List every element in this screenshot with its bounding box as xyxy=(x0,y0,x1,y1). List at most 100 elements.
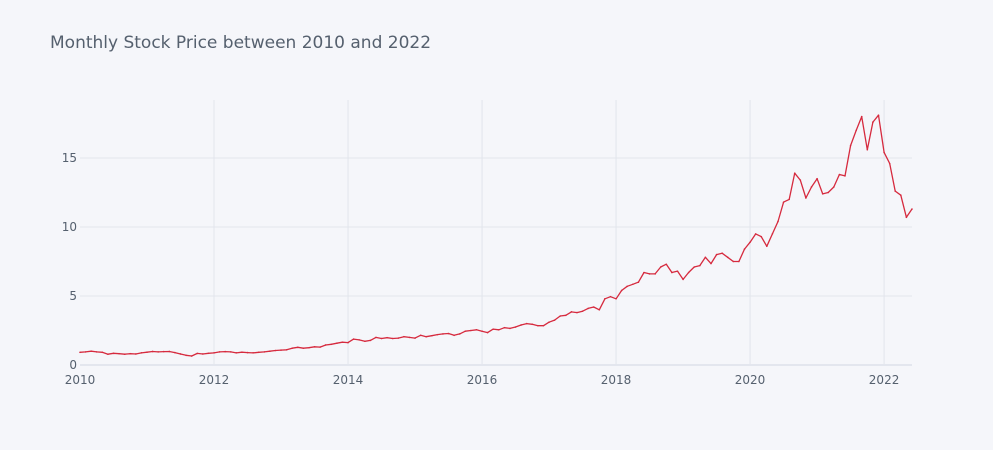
data-point xyxy=(760,235,763,238)
data-point xyxy=(492,328,495,330)
data-point xyxy=(749,241,751,243)
data-point xyxy=(101,351,104,354)
y-tick-label: 15 xyxy=(62,151,77,165)
data-point xyxy=(430,334,433,337)
data-point xyxy=(179,353,182,355)
data-point xyxy=(213,352,215,354)
data-point xyxy=(844,175,846,177)
data-point xyxy=(419,334,422,337)
data-point xyxy=(771,233,774,235)
data-point xyxy=(643,271,645,274)
data-point xyxy=(447,332,450,335)
data-point xyxy=(135,353,137,355)
data-point xyxy=(559,315,562,317)
data-point xyxy=(129,352,132,355)
data-point xyxy=(793,172,796,174)
data-point xyxy=(140,352,143,354)
data-point xyxy=(676,270,679,272)
data-point xyxy=(146,351,148,353)
data-point xyxy=(576,311,578,314)
data-point xyxy=(375,336,377,339)
data-point xyxy=(95,351,98,353)
data-point xyxy=(196,352,199,355)
data-point xyxy=(637,281,640,283)
axes: 2010 2012 2014 2016 2018 2020 2022 0 5 10 15 xyxy=(62,151,912,387)
data-point xyxy=(241,351,243,353)
data-point xyxy=(341,341,344,344)
data-point xyxy=(118,352,120,355)
data-point xyxy=(391,337,394,340)
data-point xyxy=(821,193,824,195)
data-point xyxy=(570,311,573,313)
data-point xyxy=(269,350,271,352)
x-tick-label: 2010 xyxy=(65,373,96,387)
data-point xyxy=(894,190,897,192)
data-point xyxy=(425,335,428,338)
data-point xyxy=(788,198,790,201)
data-point xyxy=(285,349,288,351)
data-point xyxy=(620,289,623,292)
data-point xyxy=(754,233,757,235)
data-point xyxy=(319,346,321,348)
data-point xyxy=(626,285,629,288)
data-point xyxy=(386,336,388,339)
data-point xyxy=(352,338,355,340)
data-point xyxy=(324,344,327,346)
data-point xyxy=(291,347,293,349)
data-point xyxy=(252,352,254,354)
x-tick-label: 2018 xyxy=(601,373,632,387)
data-point xyxy=(246,351,249,354)
data-point xyxy=(877,114,880,116)
data-point xyxy=(726,256,729,259)
data-point xyxy=(520,324,522,326)
data-point xyxy=(497,329,500,331)
data-point xyxy=(263,351,266,353)
x-tick-label: 2014 xyxy=(333,373,364,387)
data-point xyxy=(665,263,668,266)
data-point xyxy=(358,339,360,341)
data-point xyxy=(732,260,735,263)
data-point xyxy=(671,271,673,274)
data-point xyxy=(330,343,333,346)
data-point xyxy=(336,342,338,344)
data-point xyxy=(190,355,193,357)
x-tick-label: 2016 xyxy=(467,373,498,387)
data-point xyxy=(805,197,807,199)
data-point xyxy=(682,278,684,281)
data-point xyxy=(782,201,785,203)
data-point xyxy=(531,323,534,326)
data-point xyxy=(855,129,857,132)
data-point xyxy=(833,186,835,188)
data-point xyxy=(553,319,556,321)
data-point xyxy=(592,306,595,308)
data-point xyxy=(486,331,489,334)
series-line xyxy=(79,114,913,357)
data-point xyxy=(816,177,818,180)
data-point xyxy=(509,327,511,330)
y-tick-label: 5 xyxy=(69,289,77,303)
data-point xyxy=(280,349,282,351)
data-point xyxy=(587,307,589,310)
data-point xyxy=(564,314,567,317)
data-point xyxy=(157,351,159,353)
data-point xyxy=(537,324,539,327)
data-point xyxy=(229,351,232,353)
data-point xyxy=(162,350,165,353)
data-point xyxy=(90,350,92,352)
data-point xyxy=(363,340,366,343)
data-point xyxy=(648,273,651,275)
data-point xyxy=(604,297,606,300)
x-tick-label: 2012 xyxy=(199,373,230,387)
data-point xyxy=(693,266,696,268)
data-point xyxy=(470,329,472,332)
data-point xyxy=(699,264,701,267)
y-tick-label: 0 xyxy=(69,358,77,372)
data-point xyxy=(872,121,874,123)
data-point xyxy=(464,330,467,332)
data-point xyxy=(911,208,913,210)
data-point xyxy=(743,248,746,250)
data-point xyxy=(827,191,830,194)
data-point xyxy=(900,194,902,197)
data-point xyxy=(313,345,316,348)
